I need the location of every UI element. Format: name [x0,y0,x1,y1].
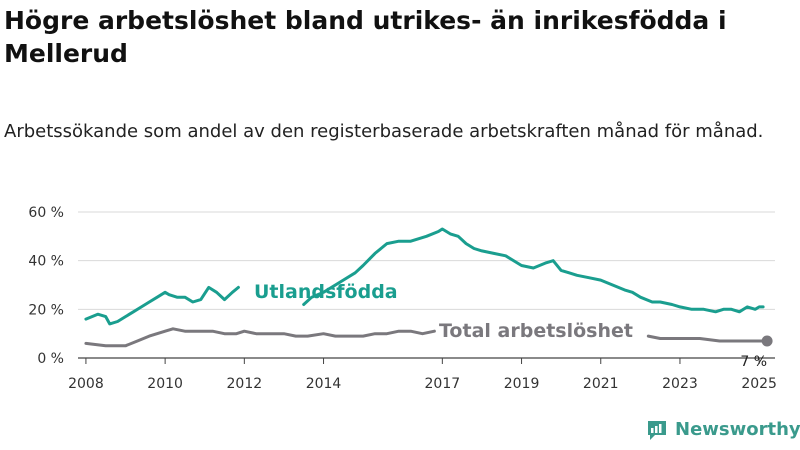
series-line-utlandsfodda [84,227,765,326]
y-tick-label: 20 % [28,302,64,318]
brand-name: Newsworthy [675,419,800,440]
line-chart: 0 % 20 % 40 % 60 % 2008 2010 2012 2014 2017 2019 2… [28,205,777,392]
end-value-label: 7 % [740,354,767,370]
x-tick-label: 2023 [662,376,698,392]
chart-subtitle: Arbetssökande som andel av den registerb… [4,121,764,142]
x-tick-label: 2017 [425,376,461,392]
chart-title: Högre arbetslöshet bland utrikes- än inr… [4,6,727,68]
x-tick-label: 2025 [741,376,777,392]
y-tick-label: 60 % [28,205,64,221]
y-tick-label: 40 % [28,254,64,270]
x-tick-label: 2010 [147,376,183,392]
x-tick-label: 2021 [583,376,619,392]
x-tick-label: 2008 [68,376,104,392]
y-tick-label: 0 % [37,351,64,367]
series-label-total: Total arbetslöshet [439,320,633,342]
end-point-marker [761,335,773,347]
brand-logo: Newsworthy [645,418,800,442]
x-tick-label: 2012 [227,376,263,392]
series-line-total [84,327,769,348]
x-tick-label: 2014 [306,376,342,392]
series-label-utlandsfodda: Utlandsfödda [254,281,398,303]
newsworthy-logo-icon [648,421,666,440]
x-tick-label: 2019 [504,376,540,392]
